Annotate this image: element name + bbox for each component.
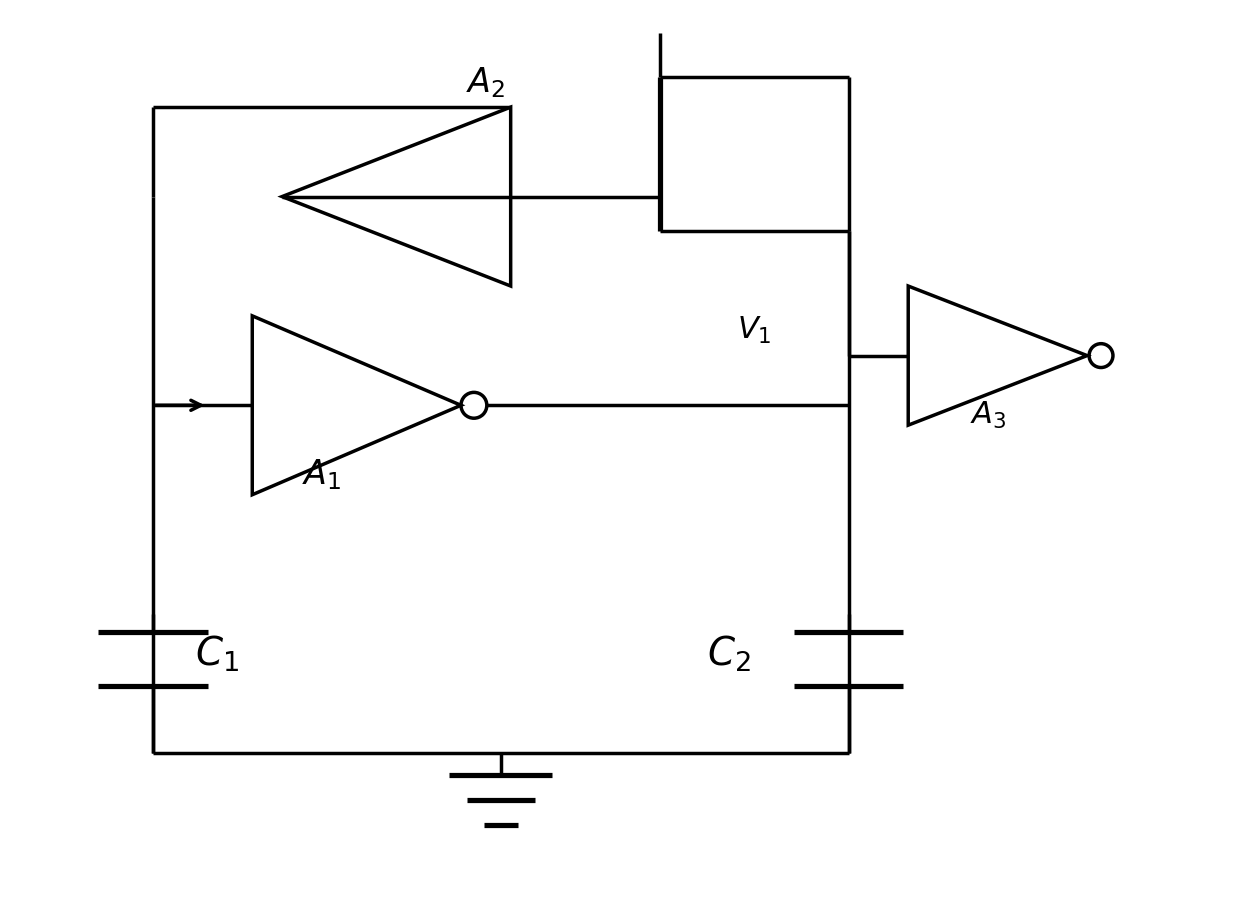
- Text: $A_2$: $A_2$: [466, 65, 506, 100]
- Text: $C_1$: $C_1$: [196, 634, 239, 674]
- Text: $C_2$: $C_2$: [708, 634, 751, 674]
- Text: $A_3$: $A_3$: [970, 400, 1006, 431]
- Text: $V_1$: $V_1$: [737, 315, 771, 347]
- Text: $A_1$: $A_1$: [303, 458, 341, 492]
